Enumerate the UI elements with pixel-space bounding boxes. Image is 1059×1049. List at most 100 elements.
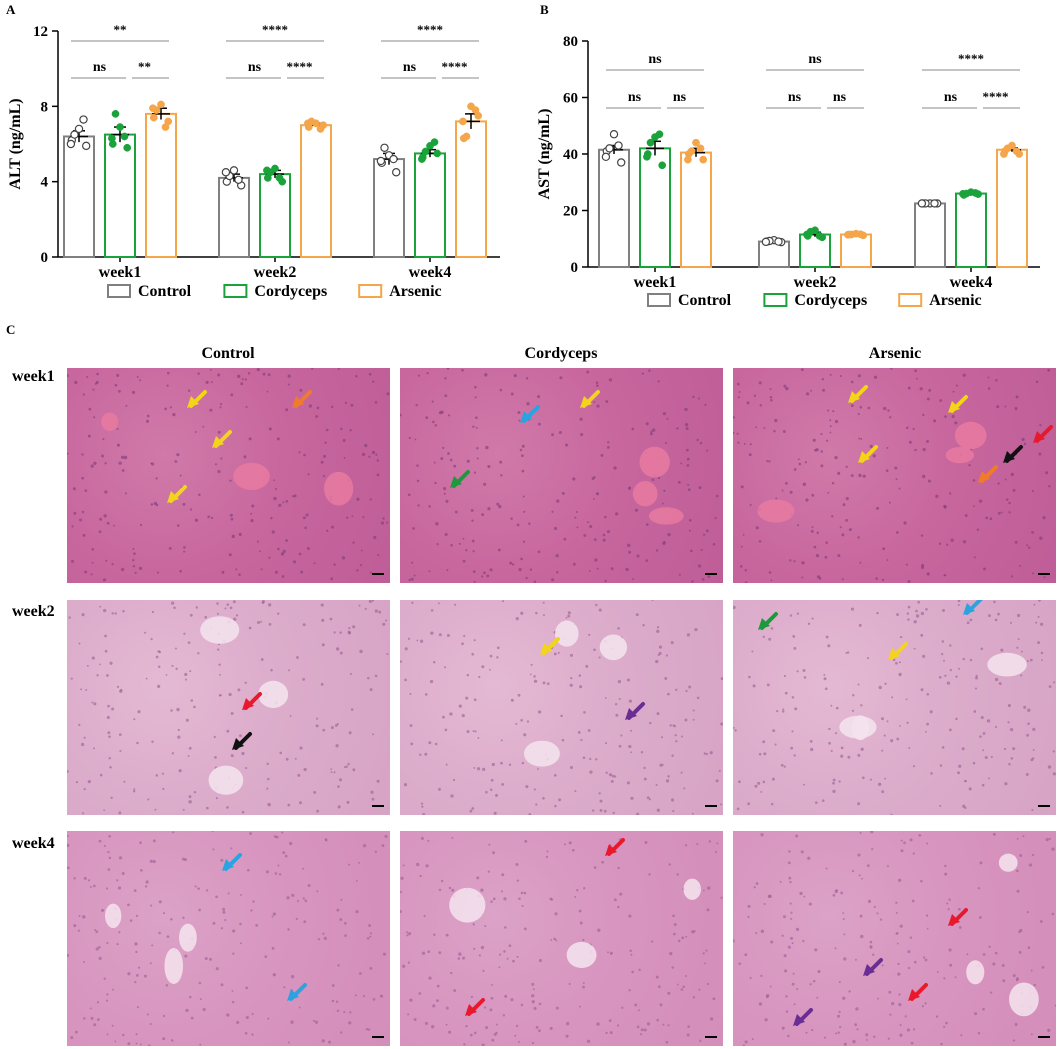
nucleus [170, 709, 173, 712]
panel-a-letter: A [6, 2, 16, 17]
nucleus [448, 414, 451, 417]
nucleus [481, 513, 485, 517]
nucleus [322, 475, 326, 478]
nucleus [949, 728, 952, 732]
nucleus [482, 767, 486, 771]
nucleus [1008, 501, 1011, 505]
nucleus [188, 746, 192, 750]
nucleus [762, 635, 765, 639]
nucleus [848, 528, 852, 532]
nucleus [1012, 974, 1016, 978]
nucleus [800, 850, 804, 854]
nucleus [705, 529, 709, 533]
nucleus [123, 455, 128, 460]
nucleus [96, 674, 99, 677]
nucleus [125, 404, 128, 407]
nucleus [88, 407, 92, 411]
nucleus [504, 926, 507, 929]
nucleus [662, 1023, 665, 1026]
nucleus [348, 1021, 352, 1025]
nucleus [537, 710, 542, 714]
nucleus [979, 735, 982, 738]
nucleus [987, 376, 990, 379]
micrograph-week4-arsenic [733, 831, 1056, 1046]
nucleus [104, 490, 108, 494]
nucleus [962, 804, 966, 808]
nucleus [809, 740, 813, 743]
y-tick-label: 40 [563, 147, 578, 163]
nucleus [531, 982, 535, 986]
nucleus [850, 474, 854, 477]
nucleus [739, 565, 743, 568]
nucleus [187, 389, 191, 392]
nucleus [188, 800, 192, 804]
nucleus [613, 466, 617, 470]
nucleus [384, 834, 388, 838]
nucleus [239, 734, 242, 738]
nucleus [973, 710, 977, 713]
nucleus [946, 902, 949, 905]
nucleus [70, 1036, 74, 1040]
nucleus [90, 464, 94, 468]
nucleus [629, 949, 632, 953]
nucleus [964, 514, 968, 517]
nucleus [808, 902, 812, 906]
nucleus [78, 723, 81, 726]
nucleus [994, 725, 997, 729]
nucleus [224, 919, 227, 922]
nucleus [369, 688, 373, 692]
nucleus [569, 766, 573, 770]
nucleus [607, 445, 610, 449]
nucleus [655, 659, 659, 664]
nucleus [670, 798, 675, 802]
panel-c-letter: C [6, 322, 16, 337]
significance-label: **** [442, 59, 468, 74]
scale-bar [372, 805, 384, 807]
nucleus [135, 973, 139, 977]
nucleus [358, 604, 361, 607]
col-head-cordyceps: Cordyceps [524, 345, 598, 362]
nucleus [684, 407, 688, 412]
nucleus [957, 771, 961, 775]
arrowhead-blue [520, 411, 532, 423]
nucleus [87, 434, 91, 438]
nucleus [811, 493, 815, 497]
nucleus [871, 848, 874, 851]
micrograph-overlay [67, 368, 390, 582]
nucleus [105, 999, 109, 1002]
nucleus [665, 779, 670, 783]
significance-label: ns [808, 52, 822, 67]
x-tick-label: week4 [950, 274, 993, 291]
nucleus [673, 932, 676, 936]
nucleus [322, 728, 326, 732]
nucleus [867, 899, 872, 903]
nucleus [840, 891, 844, 895]
nucleus [824, 687, 828, 691]
nucleus [582, 985, 585, 989]
nucleus [643, 777, 647, 781]
nucleus [525, 576, 528, 580]
panel-b-letter: B [540, 2, 549, 17]
nucleus [1026, 660, 1029, 663]
nucleus [949, 644, 952, 647]
nucleus [520, 557, 523, 561]
significance-label: ns [628, 90, 642, 105]
nucleus [105, 887, 109, 890]
nucleus [936, 971, 939, 974]
nucleus [684, 718, 688, 722]
nucleus [183, 546, 186, 549]
nucleus [760, 790, 763, 793]
nucleus [834, 455, 838, 460]
nucleus [907, 605, 911, 609]
nucleus [171, 664, 174, 667]
nucleus [755, 526, 759, 530]
nucleus [688, 518, 692, 522]
nucleus [515, 1024, 519, 1028]
nucleus [107, 850, 110, 854]
nucleus [414, 438, 417, 441]
data-point-arsenic [1000, 150, 1008, 158]
nucleus [355, 910, 359, 914]
nucleus [103, 844, 106, 847]
nucleus [744, 953, 748, 957]
nucleus [287, 383, 290, 386]
